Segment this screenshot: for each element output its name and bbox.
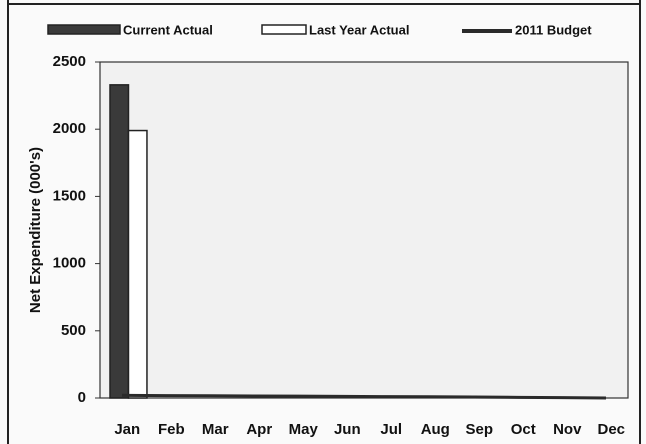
x-tick-label: Jul [380, 421, 402, 438]
legend-label: Current Actual [123, 22, 213, 37]
x-tick-label: Aug [421, 421, 450, 438]
y-tick-label: 500 [61, 322, 86, 339]
x-tick-label: Feb [158, 421, 185, 438]
y-tick-label: 2500 [53, 53, 86, 70]
budget-line [121, 393, 607, 400]
x-tick-label: Dec [598, 421, 626, 438]
y-tick-label: 2000 [53, 120, 86, 137]
bar [109, 84, 130, 399]
y-tick-label: 1000 [53, 255, 86, 272]
x-tick-label: Jan [114, 421, 140, 438]
legend-label: Last Year Actual [309, 22, 409, 37]
bar [127, 129, 148, 399]
x-tick-label: Oct [511, 421, 536, 438]
y-tick-label: 0 [78, 389, 86, 406]
x-tick-label: Nov [553, 421, 582, 438]
y-tick-label: 1500 [53, 187, 86, 204]
legend-label: 2011 Budget [515, 22, 592, 37]
plot-area [99, 61, 629, 399]
legend-swatch [47, 24, 121, 35]
x-tick-label: Apr [246, 421, 272, 438]
x-tick-label: Sep [466, 421, 494, 438]
legend-swatch [261, 24, 307, 35]
x-tick-label: Mar [202, 421, 229, 438]
x-tick-label: May [289, 421, 319, 438]
x-tick-label: Jun [334, 421, 361, 438]
y-axis-label: Net Expenditure (000's) [27, 147, 44, 313]
